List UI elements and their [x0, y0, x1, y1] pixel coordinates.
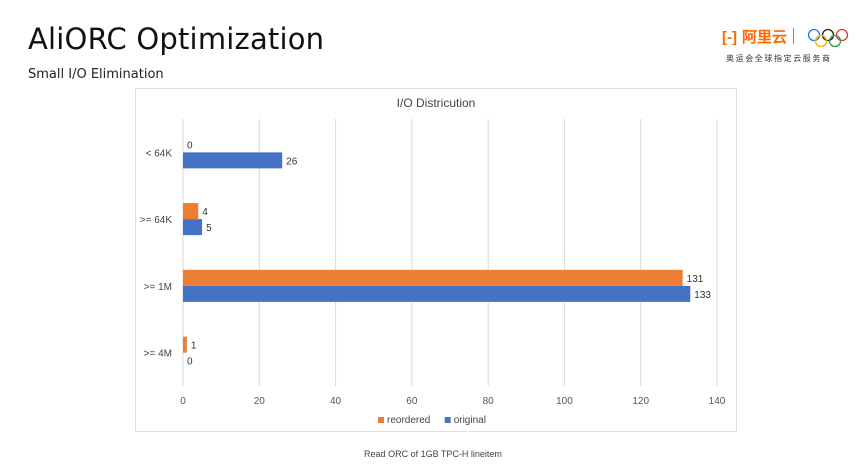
bar-chart: I/O Districution 0 20 40 60 80 100 120 140< 64K… — [140, 96, 726, 426]
y-category-label: < 64K — [146, 148, 173, 159]
data-label: 5 — [206, 223, 212, 234]
y-category-label: >= 4M — [144, 349, 172, 360]
logo-bracket-icon: [-] — [722, 29, 737, 46]
bar-original — [183, 285, 691, 302]
logo-tagline: 奥运会全球指定云服务商 — [726, 54, 832, 63]
data-label: 131 — [687, 274, 704, 285]
bar-original — [183, 152, 283, 169]
x-tick-label: 60 — [406, 396, 418, 407]
bar-reordered — [183, 269, 683, 286]
x-tick-label: 20 — [254, 396, 266, 407]
logo-divider — [793, 28, 794, 44]
legend-label-original: original — [454, 415, 486, 426]
y-category-label: >= 64K — [140, 215, 173, 226]
x-tick-label: 100 — [556, 396, 573, 407]
data-label: 1 — [191, 341, 197, 352]
logo-brand: 阿里云 — [742, 29, 788, 46]
data-label: 133 — [694, 290, 711, 301]
slide-title: AliORC Optimization — [28, 22, 325, 56]
olympic-rings-icon — [807, 28, 849, 48]
legend-swatch-original — [444, 417, 451, 423]
chart-frame: I/O Districution 0 20 40 60 80 100 120 140 < 64K… — [135, 88, 737, 432]
data-label: 0 — [187, 140, 193, 151]
x-tick-label: 40 — [330, 396, 342, 407]
legend-swatch-reordered — [378, 417, 384, 423]
data-label: 0 — [187, 357, 193, 368]
y-category-label: >= 1M — [144, 282, 172, 293]
slide-subtitle: Small I/O Elimination — [28, 67, 164, 82]
legend-label-reordered: reordered — [387, 415, 430, 426]
x-tick-label: 120 — [632, 396, 649, 407]
chart-title: I/O Districution — [397, 96, 476, 110]
bar-reordered — [183, 203, 199, 220]
data-label: 4 — [202, 207, 208, 218]
x-tick-label: 0 — [180, 396, 186, 407]
x-tick-label: 80 — [483, 396, 495, 407]
bar-original — [183, 219, 203, 236]
bar-reordered — [183, 336, 187, 353]
x-tick-label: 140 — [709, 396, 726, 407]
slide-footer: Read ORC of 1GB TPC-H lineitem — [364, 449, 502, 459]
data-label: 26 — [286, 156, 298, 167]
alibaba-cloud-logo: [-] 阿里云 奥运会全球指定云服务商 — [722, 28, 852, 68]
